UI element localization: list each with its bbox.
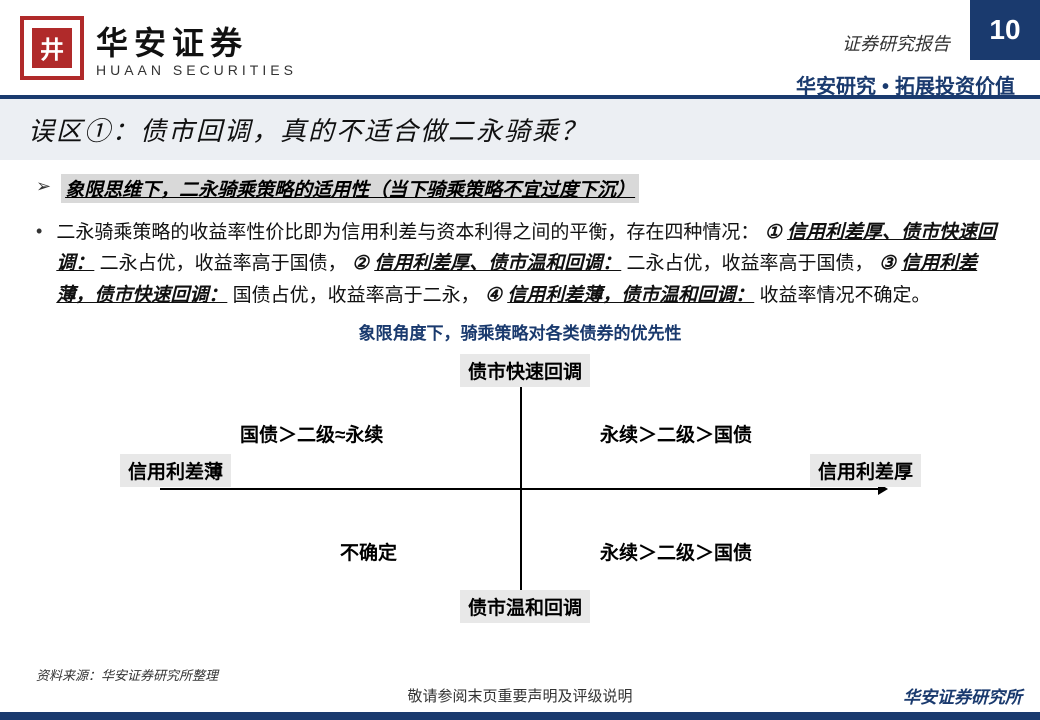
footer-bar [0, 712, 1040, 720]
company-name-en: HUAAN SECURITIES [96, 62, 297, 78]
footer-center: 敬请参阅末页重要声明及评级说明 [0, 685, 1040, 706]
report-label: 证券研究报告 [842, 30, 950, 56]
axis-top-label: 债市快速回调 [460, 354, 590, 387]
circ-4: ④ [485, 285, 502, 306]
circ-3: ③ [879, 253, 896, 274]
footer-right: 华安证券研究所 [903, 683, 1022, 708]
quadrant-chart: 债市快速回调 债市温和回调 信用利差薄 信用利差厚 国债＞二级≈永续 永续＞二级… [130, 348, 910, 628]
scenario-2: 信用利差厚、债市温和回调： [374, 253, 621, 274]
tagline-right: 拓展投资价值 [895, 76, 1015, 98]
x-axis [160, 488, 880, 490]
result-3: 国债占优，收益率高于二永， [233, 285, 480, 306]
result-2: 二永占优，收益率高于国债， [627, 253, 874, 274]
highlight-row: ➢ 象限思维下，二永骑乘策略的适用性（当下骑乘策略不宜过度下沉） [36, 174, 1004, 203]
axis-bottom-label: 债市温和回调 [460, 590, 590, 623]
axis-left-label: 信用利差薄 [120, 454, 231, 487]
body-text: 二永骑乘策略的收益率性价比即为信用利差与资本利得之间的平衡，存在四种情况： ① … [56, 217, 1004, 311]
circ-1: ① [765, 222, 782, 243]
quadrant-1-label: 永续＞二级＞国债 [600, 420, 752, 447]
axis-right-label: 信用利差厚 [810, 454, 921, 487]
header: 井 华安证券 HUAAN SECURITIES 证券研究报告 10 华安研究 • 拓… [0, 0, 1040, 95]
page-number: 10 [970, 0, 1040, 60]
tagline-left: 华安研究 [796, 76, 876, 98]
bullet-icon: • [882, 76, 889, 98]
body-row: • 二永骑乘策略的收益率性价比即为信用利差与资本利得之间的平衡，存在四种情况： … [36, 217, 1004, 311]
tagline: 华安研究 • 拓展投资价值 [796, 70, 1015, 99]
result-1: 二永占优，收益率高于国债， [100, 253, 347, 274]
quadrant-2-label: 国债＞二级≈永续 [240, 420, 383, 447]
source-note: 资料来源：华安证券研究所整理 [36, 665, 218, 684]
body-lead: 二永骑乘策略的收益率性价比即为信用利差与资本利得之间的平衡，存在四种情况： [56, 222, 759, 243]
chart-title: 象限角度下，骑乘策略对各类债券的优先性 [36, 319, 1004, 344]
company-name-cn: 华安证券 [96, 18, 297, 64]
highlight-text: 象限思维下，二永骑乘策略的适用性（当下骑乘策略不宜过度下沉） [61, 174, 639, 203]
scenario-4: 信用利差薄，债市温和回调： [507, 285, 754, 306]
page-title: 误区①：债市回调，真的不适合做二永骑乘？ [0, 99, 1040, 160]
logo-icon: 井 [20, 16, 84, 80]
arrow-icon: ➢ [36, 176, 51, 197]
quadrant-4-label: 永续＞二级＞国债 [600, 538, 752, 565]
circ-2: ② [352, 253, 369, 274]
result-4: 收益率情况不确定。 [760, 285, 931, 306]
logo-glyph: 井 [32, 28, 72, 68]
content: ➢ 象限思维下，二永骑乘策略的适用性（当下骑乘策略不宜过度下沉） • 二永骑乘策… [0, 160, 1040, 628]
company-block: 华安证券 HUAAN SECURITIES [96, 18, 297, 78]
quadrant-3-label: 不确定 [340, 538, 397, 565]
bullet-icon: • [36, 221, 42, 242]
